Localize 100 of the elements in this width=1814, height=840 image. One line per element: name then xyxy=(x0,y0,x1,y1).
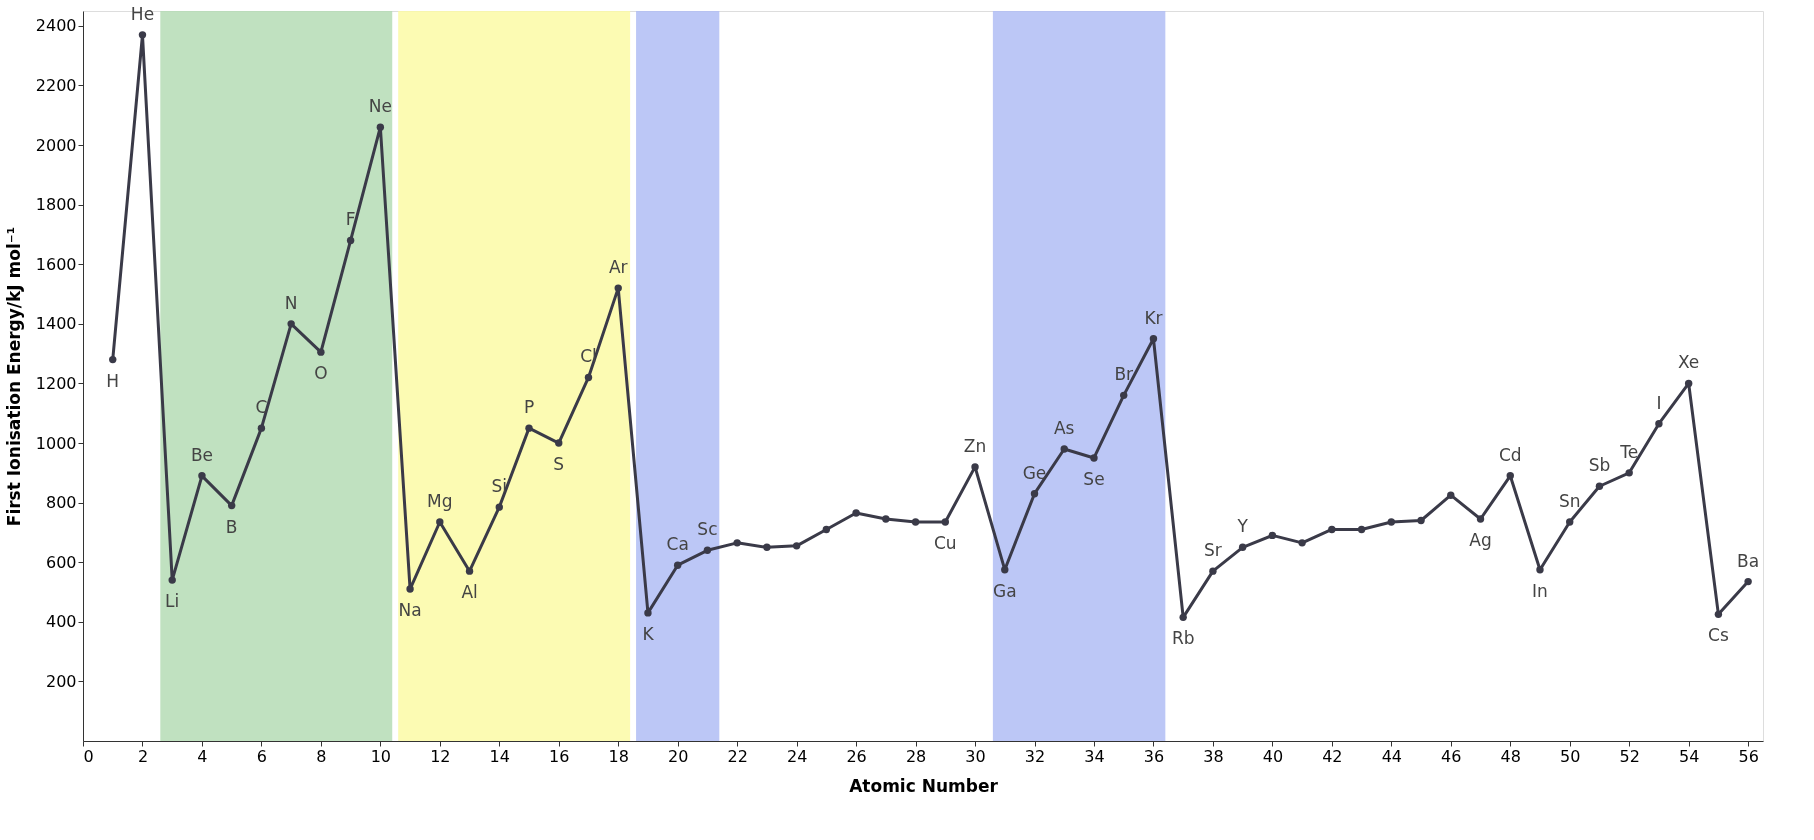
point xyxy=(1595,482,1604,490)
point xyxy=(1357,525,1366,534)
annotation: Cl xyxy=(580,346,597,367)
point xyxy=(852,509,860,517)
point xyxy=(703,546,712,555)
x-tick-label: 56 xyxy=(1738,746,1759,766)
point xyxy=(138,31,147,39)
annotation: In xyxy=(1532,580,1548,601)
annotation: Ge xyxy=(1022,462,1047,483)
point xyxy=(1149,335,1158,343)
x-tick-label: 4 xyxy=(197,746,208,766)
annotation: Ca xyxy=(666,534,689,555)
annotation: Br xyxy=(1114,364,1134,385)
y-tick-label: 400 xyxy=(45,612,77,632)
point xyxy=(1744,577,1752,586)
y-tick-label: 1400 xyxy=(35,314,77,334)
x-tick-label: 18 xyxy=(608,746,629,766)
annotation: F xyxy=(345,209,356,230)
y-tick-label: 2400 xyxy=(35,16,77,36)
annotation: Si xyxy=(491,476,508,497)
annotation: Sb xyxy=(1588,455,1611,476)
point xyxy=(1536,565,1544,574)
point xyxy=(406,585,414,593)
y-tick-label: 1600 xyxy=(35,254,77,274)
annotation: Ba xyxy=(1737,550,1760,571)
annotation: P xyxy=(523,397,535,418)
x-tick-label: 14 xyxy=(489,746,510,766)
point xyxy=(584,373,593,382)
point xyxy=(822,525,831,534)
point xyxy=(227,501,236,510)
annotation: N xyxy=(284,292,298,313)
point xyxy=(317,348,325,356)
x-axis-title: Atomic Number xyxy=(849,775,999,796)
point xyxy=(733,539,741,547)
x-tick-label: 48 xyxy=(1500,746,1521,766)
annotation: Xe xyxy=(1677,352,1700,373)
x-tick-label: 38 xyxy=(1203,746,1224,766)
y-tick-label: 2000 xyxy=(35,135,77,155)
x-tick-label: 6 xyxy=(256,746,267,766)
x-tick-label: 26 xyxy=(846,746,867,766)
x-tick-label: 44 xyxy=(1381,746,1402,766)
y-tick-label: 1200 xyxy=(35,373,77,393)
point xyxy=(1387,518,1396,526)
point xyxy=(198,472,206,480)
point xyxy=(1268,531,1277,540)
annotation: Mg xyxy=(427,491,453,511)
annotation: B xyxy=(225,516,238,537)
point xyxy=(1506,472,1514,480)
point xyxy=(1417,516,1425,525)
point xyxy=(614,284,622,292)
point xyxy=(1001,565,1009,574)
annotation: H xyxy=(106,370,120,391)
annotation: Ag xyxy=(1469,530,1492,551)
point xyxy=(911,518,920,526)
point xyxy=(1298,539,1306,547)
point xyxy=(109,355,117,364)
point xyxy=(1120,391,1128,400)
point xyxy=(1328,525,1336,534)
annotation: Sn xyxy=(1558,491,1581,511)
y-tick-label: 1000 xyxy=(35,433,77,453)
x-tick-label: 42 xyxy=(1322,746,1343,766)
x-tick-label: 8 xyxy=(316,746,327,766)
point xyxy=(346,236,355,245)
point xyxy=(1447,491,1455,499)
y-tick-label: 2200 xyxy=(35,75,77,95)
point xyxy=(763,543,771,552)
annotation: Ne xyxy=(368,96,392,117)
x-tick-label: 30 xyxy=(965,746,986,766)
x-tick-label: 40 xyxy=(1262,746,1284,766)
point xyxy=(1238,543,1247,552)
y-axis-title: First Ionisation Energy/kJ mol⁻¹ xyxy=(3,226,24,527)
annotation: Sr xyxy=(1204,540,1222,561)
point xyxy=(168,576,176,584)
annotation: As xyxy=(1053,418,1075,438)
point xyxy=(465,567,474,575)
point xyxy=(1714,610,1723,619)
point xyxy=(436,518,444,526)
annotation: Kr xyxy=(1144,307,1163,328)
point xyxy=(257,424,266,432)
x-tick-label: 52 xyxy=(1619,746,1640,766)
x-tick-label: 54 xyxy=(1678,746,1700,766)
point xyxy=(495,503,503,511)
annotation: I xyxy=(1656,392,1662,413)
point xyxy=(1684,379,1693,388)
x-tick-label: 10 xyxy=(370,746,392,766)
annotation: Te xyxy=(1619,441,1639,462)
annotation: Na xyxy=(398,600,422,621)
point xyxy=(882,515,890,523)
x-tick-label: 12 xyxy=(430,746,451,766)
annotation: Ar xyxy=(608,257,628,278)
point xyxy=(644,609,652,617)
x-tick-label: 24 xyxy=(786,746,808,766)
annotation: Cs xyxy=(1708,625,1729,646)
annotation: Rb xyxy=(1171,628,1195,649)
annotation: C xyxy=(255,397,268,418)
point xyxy=(1566,518,1574,526)
x-tick-label: 34 xyxy=(1084,746,1105,766)
point xyxy=(1209,567,1217,575)
annotation: Ga xyxy=(992,580,1017,601)
point xyxy=(1476,515,1485,523)
